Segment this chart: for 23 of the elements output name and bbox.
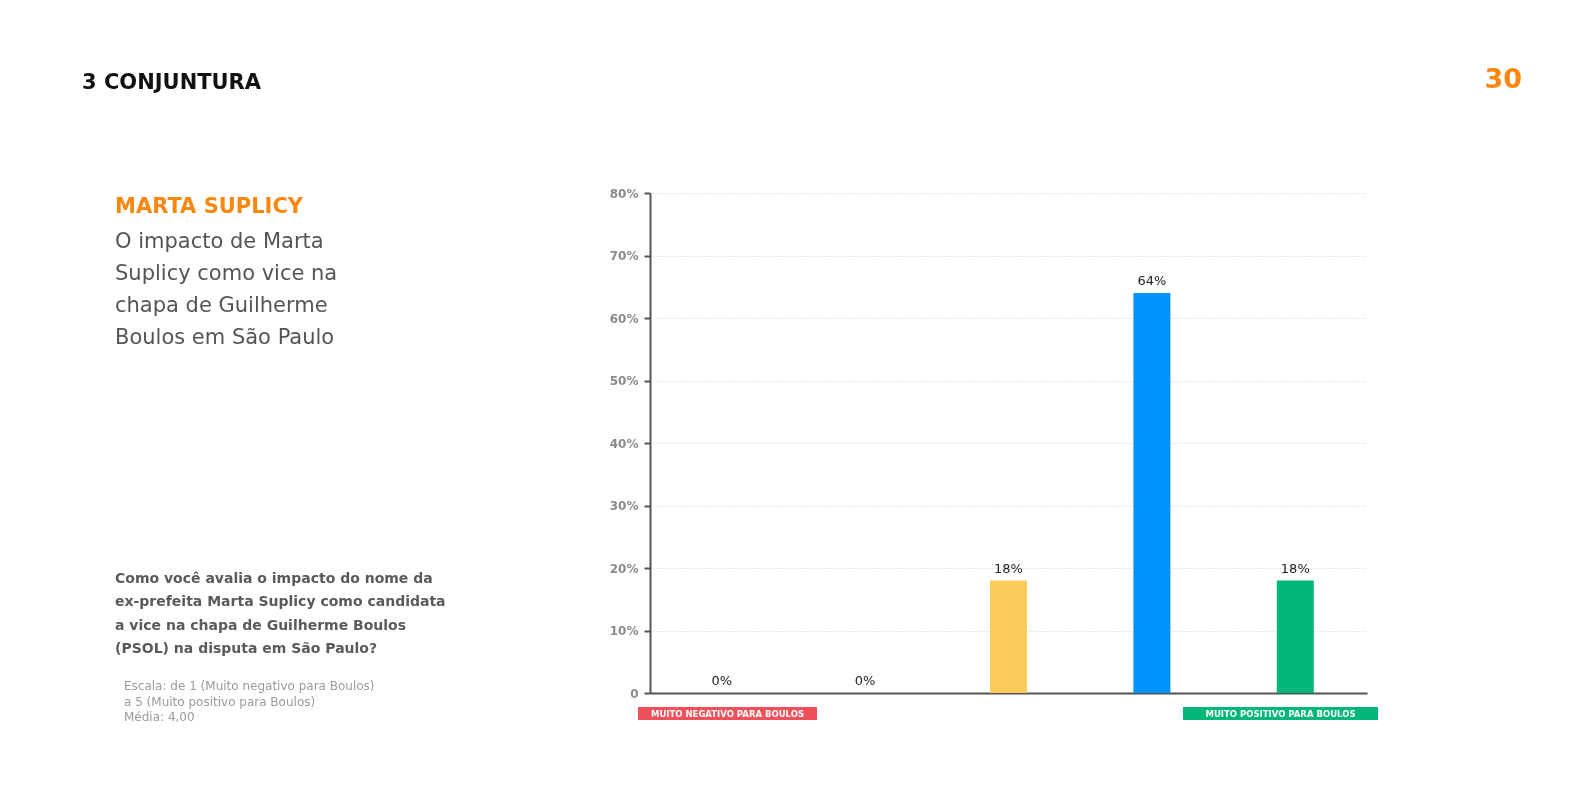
y-tick-label: 10% (609, 624, 639, 638)
data-label: 0% (854, 673, 876, 688)
y-tick-label: 0 (630, 686, 639, 701)
text: Média: 4,00 (124, 710, 195, 724)
data-label: 18% (1280, 560, 1310, 576)
y-tick-label: 20% (609, 561, 639, 576)
y-tick-label: 30% (609, 499, 639, 513)
text: MARTA SUPLICY (115, 194, 304, 218)
text: 3 CONJUNTURA (82, 70, 262, 94)
data-label: 0% (711, 673, 733, 688)
y-tick-label: 60% (609, 311, 639, 326)
text: Escala: de 1 (Muito negativo para Boulos) a 5 (Muito positivo para Boulos) (124, 679, 375, 709)
y-tick-label: 50% (609, 374, 639, 388)
text: MUITO NEGATIVO PARA BOULOS (650, 709, 805, 719)
text: Como você avalia o impacto do nome da ex-prefeita Marta Suplicy como candidata a vice na chapa de Guilherme Boulos (PSOL) na disputa em São Paulo? (115, 570, 446, 656)
text: MUITO POSITIVO PARA BOULOS (1205, 709, 1356, 719)
data-label: 18% (994, 560, 1023, 576)
y-tick-label: 80% (609, 186, 639, 201)
y-tick-label: 70% (609, 249, 639, 263)
data-label: 64% (1137, 273, 1167, 288)
text: O impacto de Marta Suplicy como vice na chapa de Guilherme Boulos em São Paulo (115, 229, 338, 349)
text: 30 (1484, 63, 1522, 94)
y-tick-label: 40% (609, 436, 639, 451)
